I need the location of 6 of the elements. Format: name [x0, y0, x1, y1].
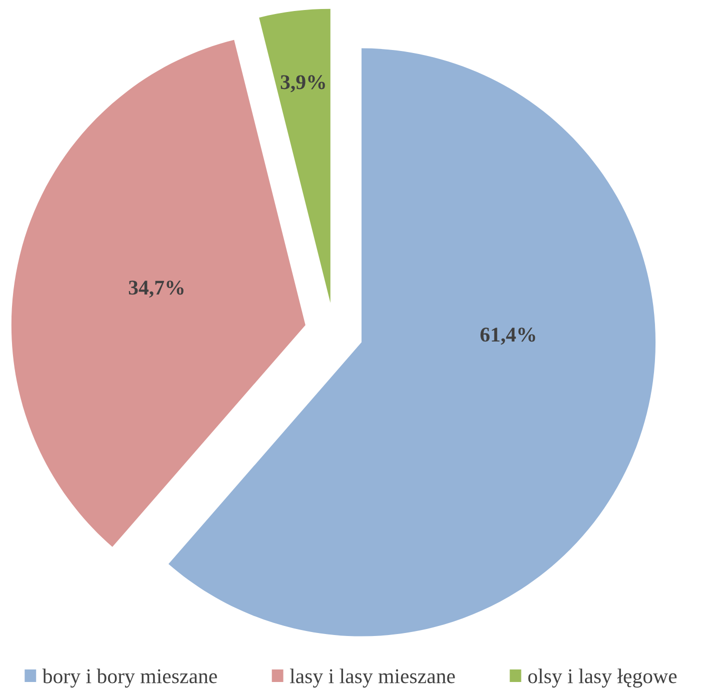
data-label: 61,4% — [480, 328, 536, 345]
legend-label: bory i bory mieszane — [42, 668, 217, 688]
data-label: 3,9% — [280, 75, 325, 92]
data-label: 34,7% — [128, 280, 184, 298]
legend-label: lasy i lasy mieszane — [290, 668, 455, 688]
legend-label: olsy i lasy łęgowe — [528, 668, 677, 688]
